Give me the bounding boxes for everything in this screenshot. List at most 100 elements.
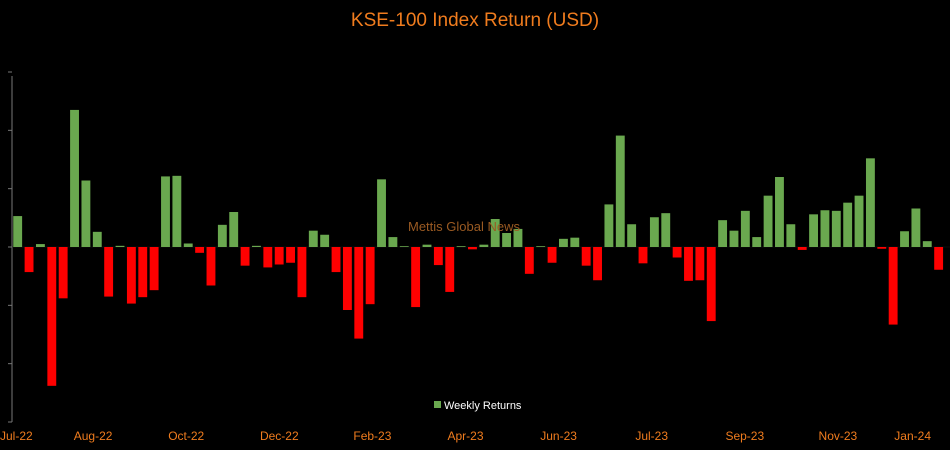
x-tick-label: Nov-23 <box>819 429 858 443</box>
bar <box>547 247 557 263</box>
bar <box>252 245 261 247</box>
bar <box>593 247 602 281</box>
bar <box>240 247 250 266</box>
x-tick-label: Jul-22 <box>0 429 33 443</box>
bar <box>342 247 352 310</box>
bar <box>13 216 23 247</box>
bars <box>13 109 944 386</box>
bar <box>922 241 932 247</box>
bar <box>320 234 330 247</box>
bar <box>888 247 898 325</box>
bar <box>661 213 671 247</box>
x-tick-labels: Jul-22 Aug-22 Oct-22 Dec-22 Feb-23 Apr-23 Jun-… <box>0 429 931 443</box>
bar <box>752 237 762 247</box>
bar <box>797 247 807 250</box>
bar <box>854 195 864 247</box>
bar <box>604 204 614 247</box>
bar <box>559 238 568 247</box>
bar <box>763 195 773 247</box>
bar <box>456 246 466 247</box>
bar <box>229 212 239 247</box>
x-tick-label: Jun-23 <box>540 429 577 443</box>
bar <box>900 231 909 247</box>
bar <box>502 233 512 247</box>
chart-title: KSE-100 Index Return (USD) <box>350 10 600 31</box>
x-tick-label: Aug-22 <box>74 429 113 443</box>
bar <box>627 224 637 247</box>
bar <box>877 247 887 249</box>
bar <box>706 247 716 322</box>
bar <box>24 247 34 273</box>
bar <box>615 135 625 247</box>
bar <box>536 246 546 247</box>
x-tick-label: Sep-23 <box>725 429 764 443</box>
bar <box>809 214 818 247</box>
bar <box>740 210 750 247</box>
bar <box>786 224 796 247</box>
bar <box>217 224 227 247</box>
legend: Weekly Returns <box>434 400 522 412</box>
bar <box>638 247 648 264</box>
bar <box>138 247 148 298</box>
bar <box>695 247 705 281</box>
bar <box>684 247 693 281</box>
bar <box>161 176 170 247</box>
bar <box>445 247 455 292</box>
bar <box>843 202 853 247</box>
bar <box>490 219 500 247</box>
bar <box>433 247 443 266</box>
bar <box>820 210 830 247</box>
bar <box>331 247 341 273</box>
bar <box>172 175 182 247</box>
bar <box>377 179 386 247</box>
bar <box>911 208 921 247</box>
bar <box>70 109 79 247</box>
bar <box>354 247 364 339</box>
bar <box>775 177 784 247</box>
bar <box>115 245 125 247</box>
bar <box>297 247 307 298</box>
bar <box>479 244 489 247</box>
bar <box>524 247 534 274</box>
bar <box>126 247 136 304</box>
bar <box>58 247 68 299</box>
bar <box>581 247 591 266</box>
x-tick-label: Feb-23 <box>353 429 391 443</box>
bar <box>934 247 944 270</box>
bar <box>206 247 216 286</box>
x-tick-label: Oct-22 <box>168 429 204 443</box>
x-tick-label: Jan-24 <box>894 429 931 443</box>
watermark: Mettis Global News <box>408 219 520 234</box>
bar <box>422 244 432 247</box>
bar <box>149 247 159 291</box>
bar <box>81 180 91 247</box>
bar <box>388 237 398 247</box>
bar <box>365 247 375 305</box>
bar <box>718 220 728 247</box>
x-tick-label: Jul-23 <box>635 429 668 443</box>
bar <box>35 244 45 247</box>
bar <box>92 231 102 247</box>
bar <box>286 247 295 263</box>
bar <box>729 230 739 247</box>
x-tick-label: Dec-22 <box>260 429 299 443</box>
axes <box>8 71 950 423</box>
bar <box>570 237 580 247</box>
bar <box>831 210 841 247</box>
bar <box>195 247 205 253</box>
bar <box>263 247 273 268</box>
bar <box>865 158 875 247</box>
bar <box>399 246 409 247</box>
bar <box>47 247 57 386</box>
bar <box>183 243 193 247</box>
legend-label: Weekly Returns <box>444 400 522 412</box>
x-tick-label: Apr-23 <box>447 429 483 443</box>
bar <box>308 230 318 247</box>
bar <box>274 247 284 265</box>
bar <box>672 247 682 258</box>
bar <box>468 247 477 250</box>
bar <box>411 247 421 308</box>
legend-swatch <box>434 401 441 408</box>
bar <box>513 228 523 247</box>
